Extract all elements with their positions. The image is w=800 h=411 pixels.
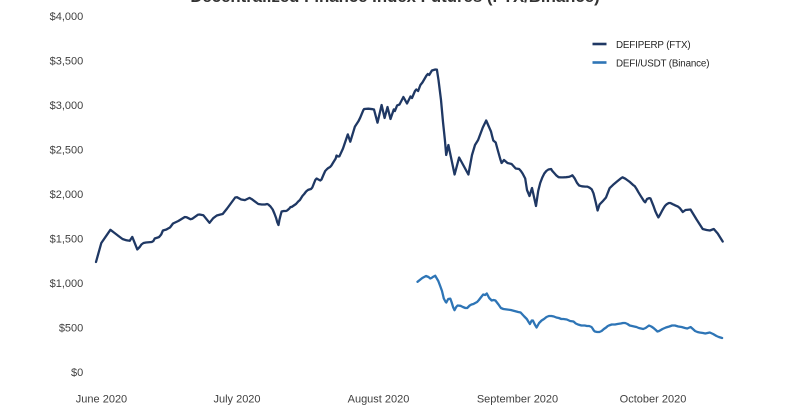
svg-text:August 2020: August 2020 <box>348 393 410 405</box>
svg-text:$4,000: $4,000 <box>50 11 84 23</box>
svg-text:$1,000: $1,000 <box>50 278 84 290</box>
svg-text:Decentralized Finance Index Fu: Decentralized Finance Index Futures (FTX… <box>190 0 599 6</box>
svg-text:$0: $0 <box>71 367 83 379</box>
svg-text:DEFIPERP (FTX): DEFIPERP (FTX) <box>616 40 690 51</box>
svg-text:$2,500: $2,500 <box>50 145 84 157</box>
svg-text:$3,500: $3,500 <box>50 56 84 68</box>
svg-text:DEFI/USDT (Binance): DEFI/USDT (Binance) <box>616 58 709 69</box>
svg-text:$3,000: $3,000 <box>50 100 84 112</box>
svg-text:$2,000: $2,000 <box>50 189 84 201</box>
svg-text:September 2020: September 2020 <box>477 393 558 405</box>
svg-text:July 2020: July 2020 <box>213 393 260 405</box>
svg-text:$500: $500 <box>59 323 83 335</box>
svg-text:June 2020: June 2020 <box>76 393 127 405</box>
svg-text:$1,500: $1,500 <box>50 234 84 246</box>
svg-text:October 2020: October 2020 <box>620 393 687 405</box>
